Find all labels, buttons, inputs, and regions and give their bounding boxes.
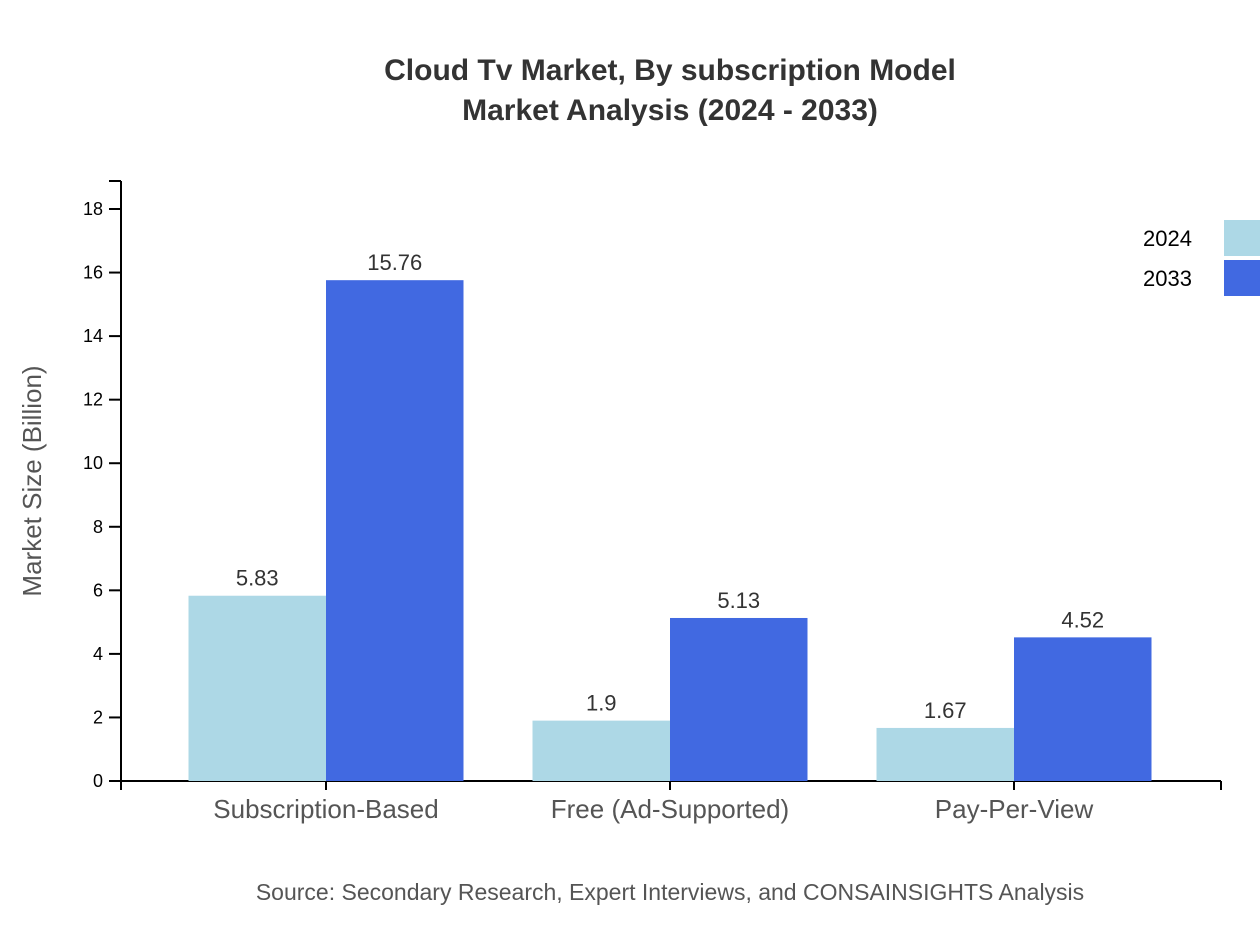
data-label: 4.52	[1061, 607, 1104, 632]
y-tick-label: 10	[83, 453, 103, 473]
y-tick-label: 12	[83, 390, 103, 410]
data-label: 1.67	[924, 698, 967, 723]
source-note: Source: Secondary Research, Expert Inter…	[256, 879, 1084, 905]
y-tick-label: 2	[93, 707, 103, 727]
bar-2033	[1014, 637, 1152, 781]
legend-label: 2024	[1143, 226, 1192, 251]
y-tick-label: 4	[93, 644, 103, 664]
bar-2024	[188, 595, 326, 781]
bar-2033	[670, 617, 808, 781]
y-tick-label: 8	[93, 517, 103, 537]
y-tick-label: 6	[93, 580, 103, 600]
x-tick-label: Pay-Per-View	[935, 794, 1094, 824]
chart-subtitle: Market Analysis (2024 - 2033)	[462, 94, 878, 127]
y-tick-label: 14	[83, 326, 103, 346]
data-label: 5.83	[236, 566, 279, 591]
data-label: 1.9	[586, 691, 617, 716]
chart-title: Cloud Tv Market, By subscription Model	[384, 54, 956, 87]
y-axis-label: Market Size (Billion)	[17, 365, 47, 596]
legend-swatch-2033	[1224, 260, 1260, 296]
data-label: 5.13	[717, 588, 760, 613]
bar-2024	[876, 727, 1014, 781]
legend-label: 2033	[1143, 266, 1192, 291]
x-tick-label: Subscription-Based	[213, 794, 438, 824]
x-tick-label: Free (Ad-Supported)	[551, 794, 789, 824]
y-tick-label: 16	[83, 263, 103, 283]
data-label: 15.76	[367, 250, 422, 275]
legend-swatch-2024	[1224, 220, 1260, 256]
y-tick-label: 18	[83, 199, 103, 219]
bar-2033	[326, 280, 464, 781]
y-tick-label: 0	[93, 771, 103, 791]
bar-2024	[532, 720, 670, 781]
